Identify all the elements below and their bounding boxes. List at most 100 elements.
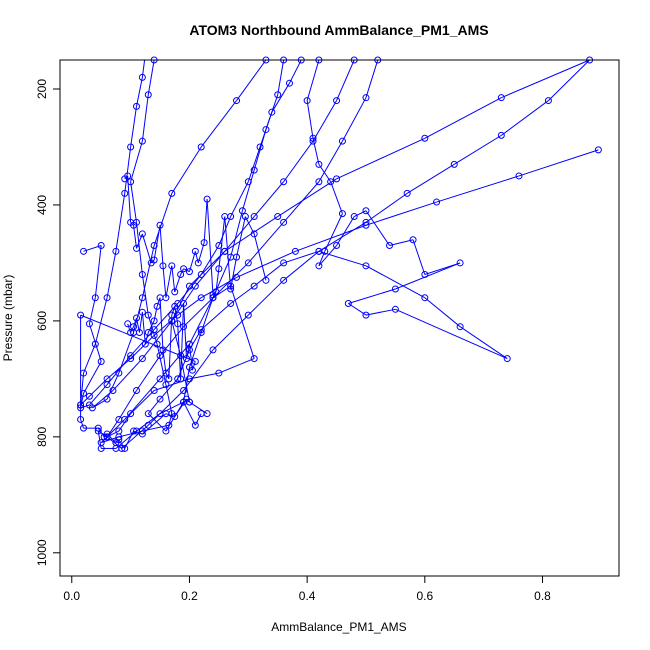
series-segment xyxy=(424,97,502,139)
series-segment xyxy=(253,262,284,287)
series-segment xyxy=(348,303,367,316)
data-point xyxy=(138,230,146,238)
data-point xyxy=(180,323,188,331)
series-segment xyxy=(106,355,131,385)
series-segment xyxy=(336,137,426,180)
series-segment xyxy=(183,297,214,328)
series-segment xyxy=(174,398,187,417)
series-segment xyxy=(194,251,199,264)
y-tick-label: 600 xyxy=(35,311,49,331)
series-segment xyxy=(89,378,108,397)
series-segment xyxy=(230,285,255,304)
series-segment xyxy=(115,193,126,252)
data-point xyxy=(515,172,523,180)
data-point xyxy=(121,189,129,197)
data-point xyxy=(197,410,205,418)
data-point xyxy=(403,189,411,197)
series-segment xyxy=(436,175,520,203)
data-point xyxy=(333,97,341,105)
data-point xyxy=(127,410,135,418)
series-segment xyxy=(389,239,414,247)
data-point xyxy=(250,355,258,363)
data-point xyxy=(280,276,288,284)
series-segment xyxy=(112,358,143,391)
series-segment xyxy=(162,265,167,298)
x-tick-label: 0.4 xyxy=(299,589,316,603)
series-segment xyxy=(141,233,152,264)
data-point xyxy=(209,346,217,354)
data-point xyxy=(85,392,93,400)
series-segment xyxy=(283,140,314,183)
data-point xyxy=(127,328,135,336)
series-segment xyxy=(230,285,255,359)
series-segment xyxy=(153,225,161,261)
data-point xyxy=(233,273,241,281)
data-point xyxy=(144,410,152,418)
data-point xyxy=(97,444,105,452)
series-segment xyxy=(147,320,155,333)
series-segment xyxy=(365,59,379,98)
series-segment xyxy=(395,308,508,360)
data-point xyxy=(121,444,129,452)
series-segment xyxy=(200,245,220,275)
data-point xyxy=(315,262,323,270)
data-point xyxy=(333,242,341,250)
data-point xyxy=(362,221,370,229)
series-segment xyxy=(165,265,173,298)
data-point xyxy=(138,73,146,81)
data-point xyxy=(162,381,170,389)
data-point xyxy=(162,410,170,418)
data-point xyxy=(350,213,358,221)
series-segment xyxy=(141,245,155,298)
data-point xyxy=(280,259,288,267)
data-point xyxy=(80,424,88,432)
series-segment xyxy=(312,138,320,165)
data-point xyxy=(103,395,111,403)
series-segment xyxy=(365,210,390,246)
data-point xyxy=(174,320,182,328)
series-segment xyxy=(165,413,175,418)
data-point xyxy=(262,276,270,284)
data-point xyxy=(285,79,293,87)
data-point xyxy=(197,326,205,334)
series-segment xyxy=(318,164,332,183)
series-segment xyxy=(136,355,161,391)
data-point xyxy=(191,357,199,365)
series-segment xyxy=(171,146,202,194)
series-segment xyxy=(197,242,205,264)
data-point xyxy=(238,207,246,215)
data-point xyxy=(127,355,135,363)
data-point xyxy=(132,102,140,110)
series-segment xyxy=(171,265,176,292)
data-point xyxy=(212,288,220,296)
data-point xyxy=(338,137,346,145)
series-4 xyxy=(121,172,270,302)
series-segment xyxy=(106,358,131,380)
series-segment xyxy=(336,216,355,246)
series-segment xyxy=(259,112,273,148)
series-segment xyxy=(130,181,137,223)
data-point xyxy=(315,247,323,255)
series-segment xyxy=(94,297,108,345)
series-segment xyxy=(180,355,190,403)
series-segment xyxy=(412,239,426,275)
data-point xyxy=(150,331,158,339)
series-segment xyxy=(147,413,167,432)
series-segment xyxy=(283,250,320,281)
data-point xyxy=(594,146,602,154)
series-segment xyxy=(106,372,120,400)
series-segment xyxy=(191,361,196,371)
series-segment xyxy=(336,59,355,101)
data-point xyxy=(191,421,199,429)
series-segment xyxy=(168,315,173,379)
data-point xyxy=(241,213,249,221)
series-segment xyxy=(365,201,437,226)
data-point xyxy=(85,401,93,409)
series-segment xyxy=(342,97,367,142)
y-tick-label: 400 xyxy=(35,195,49,215)
data-point xyxy=(130,323,138,331)
data-point xyxy=(97,357,105,365)
series-segment xyxy=(548,59,590,101)
data-point xyxy=(197,294,205,302)
data-point xyxy=(171,302,179,310)
